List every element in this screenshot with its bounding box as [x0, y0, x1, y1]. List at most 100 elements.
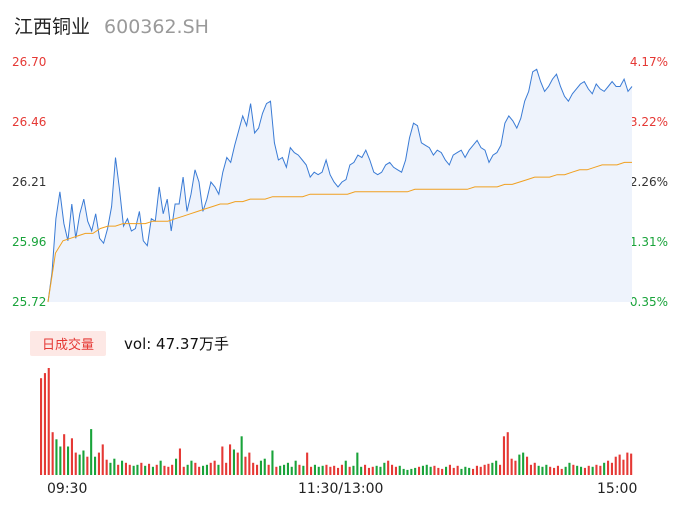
volume-bar: [576, 465, 579, 475]
volume-bar: [460, 468, 463, 475]
volume-bar: [313, 464, 316, 475]
volume-bar: [626, 452, 629, 475]
volume-bar: [248, 452, 251, 475]
volume-bar: [194, 462, 197, 475]
volume-bar: [387, 460, 390, 475]
volume-bar: [479, 466, 482, 475]
volume-bar: [337, 467, 340, 475]
volume-bar: [113, 458, 116, 475]
volume-bar: [82, 450, 85, 475]
volume-bar: [256, 464, 259, 475]
volume-bar: [205, 464, 208, 475]
volume-bar: [97, 452, 100, 475]
volume-bar: [67, 446, 70, 475]
volume-bar: [217, 464, 220, 475]
volume-bar: [86, 456, 89, 475]
volume-bar: [406, 469, 409, 475]
volume-bar: [43, 373, 46, 475]
y-right-tick-bottom: 0.35%: [629, 295, 668, 309]
volume-bar: [144, 465, 147, 475]
volume-bar: [310, 466, 313, 475]
volume-bar: [105, 459, 108, 475]
volume-bar: [514, 460, 517, 475]
volume-bar: [475, 465, 478, 475]
volume-bar: [352, 465, 355, 475]
volume-bar: [279, 465, 282, 475]
volume-bar: [367, 467, 370, 475]
volume-bar: [333, 465, 336, 475]
volume-bar: [487, 463, 490, 475]
price-line: [47, 68, 633, 303]
volume-bar: [275, 466, 278, 475]
volume-bar: [294, 460, 297, 475]
volume-bar: [109, 462, 112, 475]
volume-bar: [591, 466, 594, 475]
volume-bar: [182, 466, 185, 475]
volume-bar: [286, 462, 289, 475]
volume-bar: [236, 452, 239, 475]
volume-bar: [94, 456, 97, 475]
volume-bar: [506, 432, 509, 475]
volume-bar: [140, 462, 143, 475]
y-right-tick-top: 4.17%: [629, 55, 668, 69]
volume-bar: [526, 456, 529, 475]
volume-bar: [549, 466, 552, 475]
volume-bar: [464, 466, 467, 475]
volume-bar: [259, 460, 262, 475]
volume-bar: [533, 462, 536, 475]
volume-bar: [398, 465, 401, 475]
volume-bar: [252, 462, 255, 475]
volume-bar: [325, 464, 328, 475]
volume-bar: [375, 465, 378, 475]
volume-bar: [495, 460, 498, 475]
volume-bar: [541, 466, 544, 475]
volume-bar: [317, 466, 320, 475]
y-left-tick-2: 26.46: [12, 115, 47, 129]
volume-bar: [267, 464, 270, 475]
volume-bar: [340, 464, 343, 475]
volume-bar: [244, 456, 247, 475]
volume-bar: [364, 464, 367, 475]
volume-bar: [263, 458, 266, 475]
volume-bar: [329, 466, 332, 475]
volume-bar: [553, 467, 556, 475]
volume-bar: [232, 449, 235, 475]
volume-bar: [499, 464, 502, 475]
volume-bar: [414, 467, 417, 475]
volume-badge: 日成交量: [30, 331, 107, 356]
volume-bar: [537, 465, 540, 475]
volume-bar: [522, 452, 525, 475]
volume-bar: [90, 429, 93, 475]
volume-bar: [360, 466, 363, 475]
volume-bar: [483, 464, 486, 475]
volume-bar: [225, 462, 228, 475]
volume-bar: [47, 368, 50, 475]
volume-bar: [572, 464, 575, 475]
volume-bar: [51, 432, 54, 475]
y-right-tick-2: 3.22%: [629, 115, 668, 129]
volume-bar: [321, 465, 324, 475]
y-right-tick-mid: 2.26%: [629, 175, 668, 189]
volume-bar: [128, 464, 131, 475]
volume-bar: [603, 462, 606, 475]
stock-code: 600362.SH: [104, 16, 209, 38]
volume-bar: [529, 464, 532, 475]
volume-bar: [186, 464, 189, 475]
x-tick-close: 15:00: [597, 481, 638, 497]
volume-bar: [394, 466, 397, 475]
volume-bar: [630, 453, 633, 475]
volume-bar: [410, 468, 413, 475]
volume-bar: [456, 465, 459, 475]
volume-bar: [433, 465, 436, 475]
volume-bar: [448, 464, 451, 475]
volume-bar: [568, 462, 571, 475]
volume-bar: [101, 444, 104, 475]
volume-bar: [599, 465, 602, 475]
volume-bar: [202, 465, 205, 475]
volume-bar: [221, 446, 224, 475]
volume-bar: [518, 454, 521, 475]
volume-bar: [491, 462, 494, 475]
volume-bar: [155, 464, 158, 475]
volume-bar: [510, 458, 513, 475]
volume-bar: [348, 466, 351, 475]
